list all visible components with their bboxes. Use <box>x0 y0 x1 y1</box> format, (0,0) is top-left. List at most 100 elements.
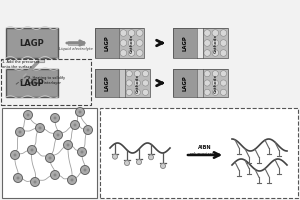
Circle shape <box>83 168 86 171</box>
Circle shape <box>86 129 89 132</box>
Circle shape <box>220 40 227 46</box>
Circle shape <box>74 123 76 127</box>
Circle shape <box>70 178 74 182</box>
Circle shape <box>212 89 218 95</box>
Circle shape <box>212 80 218 86</box>
Circle shape <box>16 176 20 180</box>
Circle shape <box>56 134 59 136</box>
Text: 1. Add the precursor
onto the surface: 1. Add the precursor onto the surface <box>2 60 39 69</box>
Circle shape <box>128 40 135 46</box>
Circle shape <box>126 89 132 95</box>
Circle shape <box>80 166 89 174</box>
Circle shape <box>46 154 55 162</box>
Text: polymerization: polymerization <box>190 152 220 156</box>
Text: LAGP: LAGP <box>105 35 110 51</box>
Circle shape <box>14 173 22 182</box>
Bar <box>173 69 227 97</box>
Circle shape <box>126 80 132 86</box>
Bar <box>203 69 227 97</box>
Circle shape <box>31 178 40 186</box>
Circle shape <box>204 89 210 95</box>
Circle shape <box>26 114 29 116</box>
Circle shape <box>220 71 226 77</box>
Circle shape <box>212 71 218 77</box>
Circle shape <box>204 40 211 46</box>
Bar <box>95 69 149 97</box>
Circle shape <box>19 130 22 134</box>
Circle shape <box>53 173 56 176</box>
Circle shape <box>204 71 210 77</box>
Circle shape <box>136 30 143 36</box>
Text: LAGP: LAGP <box>20 78 44 88</box>
Circle shape <box>28 146 37 154</box>
Circle shape <box>79 110 82 114</box>
Circle shape <box>124 161 130 166</box>
Circle shape <box>120 50 127 56</box>
Circle shape <box>14 154 16 156</box>
Circle shape <box>134 80 140 86</box>
Circle shape <box>50 114 59 122</box>
Circle shape <box>220 30 227 36</box>
Bar <box>119 28 144 58</box>
Circle shape <box>212 30 219 36</box>
Circle shape <box>142 71 148 77</box>
Circle shape <box>34 180 37 184</box>
Circle shape <box>49 156 52 160</box>
Circle shape <box>77 148 86 156</box>
Text: 2. Heating to solidify
artificial interlayer: 2. Heating to solidify artificial interl… <box>28 76 65 85</box>
Text: LAGP: LAGP <box>20 38 44 47</box>
Circle shape <box>160 163 166 168</box>
Circle shape <box>204 50 211 56</box>
Circle shape <box>120 40 127 46</box>
Circle shape <box>142 80 148 86</box>
Circle shape <box>16 128 25 136</box>
Circle shape <box>70 120 80 130</box>
Text: Liquid electrolyte: Liquid electrolyte <box>59 47 93 51</box>
Circle shape <box>220 50 227 56</box>
Text: Cathode: Cathode <box>213 33 217 53</box>
Text: LAGP: LAGP <box>183 35 188 51</box>
Circle shape <box>38 127 41 130</box>
Bar <box>1 59 91 105</box>
Bar <box>173 69 197 97</box>
Circle shape <box>76 108 85 116</box>
Circle shape <box>23 110 32 119</box>
Circle shape <box>126 71 132 77</box>
Circle shape <box>68 176 76 184</box>
Circle shape <box>67 144 70 146</box>
Bar <box>95 69 119 97</box>
Circle shape <box>134 89 140 95</box>
Text: Cathode: Cathode <box>130 33 134 53</box>
Circle shape <box>128 30 135 36</box>
Bar <box>95 28 119 58</box>
Circle shape <box>128 50 135 56</box>
Bar <box>68 41 84 45</box>
Circle shape <box>53 130 62 140</box>
Bar <box>100 108 298 198</box>
Circle shape <box>220 80 226 86</box>
Circle shape <box>136 160 142 165</box>
Circle shape <box>212 40 219 46</box>
Circle shape <box>212 50 219 56</box>
Text: LAGP: LAGP <box>105 75 110 91</box>
Text: Cathode: Cathode <box>213 73 217 93</box>
Text: Cathode: Cathode <box>135 73 139 93</box>
Circle shape <box>80 150 83 154</box>
Circle shape <box>31 148 34 152</box>
Bar <box>6 69 58 97</box>
Bar <box>95 28 144 58</box>
Circle shape <box>83 126 92 134</box>
Bar <box>6 28 58 58</box>
Bar <box>173 28 197 58</box>
Circle shape <box>64 140 73 150</box>
Text: AIBN: AIBN <box>198 145 212 150</box>
Circle shape <box>50 170 59 180</box>
Circle shape <box>142 89 148 95</box>
Bar <box>2 108 97 198</box>
Bar <box>173 28 227 58</box>
Circle shape <box>220 89 226 95</box>
Circle shape <box>136 40 143 46</box>
Text: LAGP: LAGP <box>183 75 188 91</box>
Bar <box>197 69 203 97</box>
Bar <box>197 28 203 58</box>
